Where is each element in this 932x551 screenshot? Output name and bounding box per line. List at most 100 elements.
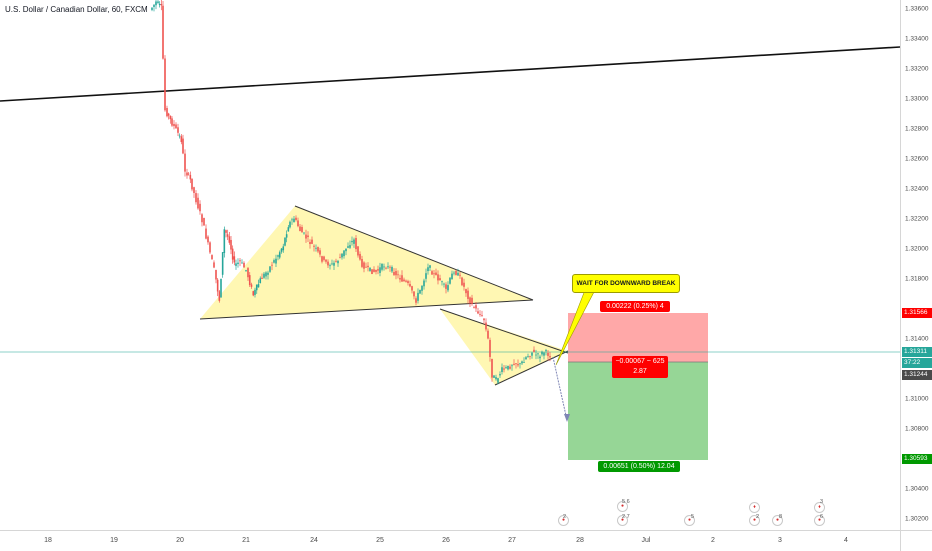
price-tick: 1.31000 xyxy=(905,395,929,403)
candle-body xyxy=(523,362,525,363)
chart-svg[interactable] xyxy=(0,0,900,530)
us-flag-icon[interactable]: ● xyxy=(684,515,695,526)
candle-body xyxy=(223,229,226,253)
us-flag-icon[interactable]: ● xyxy=(814,515,825,526)
event-count: 2 xyxy=(756,514,760,520)
time-tick: 21 xyxy=(242,537,250,544)
candle-body xyxy=(261,277,263,279)
candle-body xyxy=(157,1,159,3)
candle-body xyxy=(347,246,349,248)
candle-body xyxy=(203,218,205,226)
price-tick: 1.30200 xyxy=(905,515,929,523)
candle-body xyxy=(395,271,397,276)
event-count: 5 6 xyxy=(622,499,630,505)
price-tick: 1.32400 xyxy=(905,185,929,193)
candle-body xyxy=(158,3,161,6)
candle-body xyxy=(205,228,207,239)
us-flag-icon[interactable]: ● xyxy=(617,501,628,512)
candle-body xyxy=(375,270,377,272)
candle-body xyxy=(403,279,405,282)
reward-zone[interactable] xyxy=(568,362,708,460)
candle-body xyxy=(441,281,443,283)
candle-body xyxy=(207,236,209,243)
candle-body xyxy=(469,297,471,304)
candle-body xyxy=(361,259,363,267)
candle-body xyxy=(323,256,325,260)
price-tick: 1.32600 xyxy=(905,155,929,163)
triangle-upper-line-2[interactable] xyxy=(439,308,569,354)
candle-body xyxy=(485,322,487,330)
candle-body xyxy=(237,262,239,265)
candle-body xyxy=(541,351,543,355)
triangle-upper-line-1[interactable] xyxy=(294,205,534,301)
candle-body xyxy=(345,248,347,252)
triangle-pattern-1[interactable] xyxy=(200,206,533,319)
candle-body xyxy=(254,289,256,295)
candle-body xyxy=(233,256,236,263)
entry-label-line2: 2.87 xyxy=(633,368,647,375)
candle-body xyxy=(369,267,371,271)
candle-body xyxy=(335,260,337,262)
candle-body xyxy=(277,255,279,257)
triangle-lower-line-1[interactable] xyxy=(199,299,534,320)
callout-wait-break[interactable]: WAIT FOR DOWNWARD BREAK xyxy=(572,274,680,293)
candle-body xyxy=(511,365,513,367)
candle-body xyxy=(241,262,243,264)
candle-body xyxy=(401,275,403,282)
time-axis[interactable]: 18 19 20 21 24 25 26 27 28 Jul 2 3 4 xyxy=(0,530,900,551)
candle-body xyxy=(413,291,415,297)
candle-body xyxy=(287,227,290,232)
candle-body xyxy=(449,277,451,284)
us-flag-icon[interactable]: ● xyxy=(749,515,760,526)
chart-area[interactable]: U.S. Dollar / Canadian Dollar, 60, FXCM … xyxy=(0,0,900,530)
candle-body xyxy=(201,214,203,223)
candle-body xyxy=(543,352,545,356)
candle-body xyxy=(301,227,303,233)
candle-body xyxy=(321,256,323,262)
entry-label-box: −0.00067 ~ 625 2.87 xyxy=(612,356,668,378)
candle-body xyxy=(433,273,435,275)
candle-body xyxy=(191,178,193,190)
time-tick: 4 xyxy=(844,537,848,544)
triangle-lower-line-2[interactable] xyxy=(494,350,569,386)
time-tick: 2 xyxy=(711,537,715,544)
candle-body xyxy=(389,266,391,268)
risk-zone[interactable] xyxy=(568,313,708,362)
candle-body xyxy=(282,246,285,251)
candle-body xyxy=(307,235,309,238)
candle-body xyxy=(284,237,286,246)
triangle-pattern-2[interactable] xyxy=(440,309,568,385)
us-flag-icon[interactable]: ● xyxy=(558,515,569,526)
canada-flag-icon[interactable]: ♦ xyxy=(749,502,760,513)
candle-body xyxy=(477,311,479,314)
candle-body xyxy=(252,291,255,296)
price-tick: 1.31400 xyxy=(905,335,929,343)
candle-body xyxy=(481,315,483,316)
candle-body xyxy=(209,242,211,253)
candle-body xyxy=(169,115,172,120)
candle-body xyxy=(166,108,168,117)
candle-body xyxy=(365,266,367,268)
candle-body xyxy=(457,272,459,276)
candle-body xyxy=(459,274,461,276)
us-flag-icon[interactable]: ● xyxy=(772,515,783,526)
trendline[interactable] xyxy=(0,46,900,102)
candle-body xyxy=(535,354,537,356)
candle-body xyxy=(189,174,192,180)
canada-flag-icon[interactable]: ♦ xyxy=(814,502,825,513)
candle-body xyxy=(155,1,157,6)
candle-body xyxy=(489,339,491,357)
candle-body xyxy=(248,275,251,285)
target-price-label: 1.30593 xyxy=(902,454,932,464)
candle-body xyxy=(515,363,517,365)
us-flag-icon[interactable]: ● xyxy=(617,515,628,526)
candle-body xyxy=(393,271,395,275)
candle-body xyxy=(162,5,164,59)
candle-body xyxy=(379,267,381,273)
candle-body xyxy=(213,262,215,268)
candle-body xyxy=(327,261,329,266)
candle-body xyxy=(385,267,387,269)
price-axis[interactable]: 1.33600 1.33400 1.33200 1.33000 1.32800 … xyxy=(900,0,932,530)
candle-body xyxy=(171,118,173,126)
candle-body xyxy=(437,274,439,281)
